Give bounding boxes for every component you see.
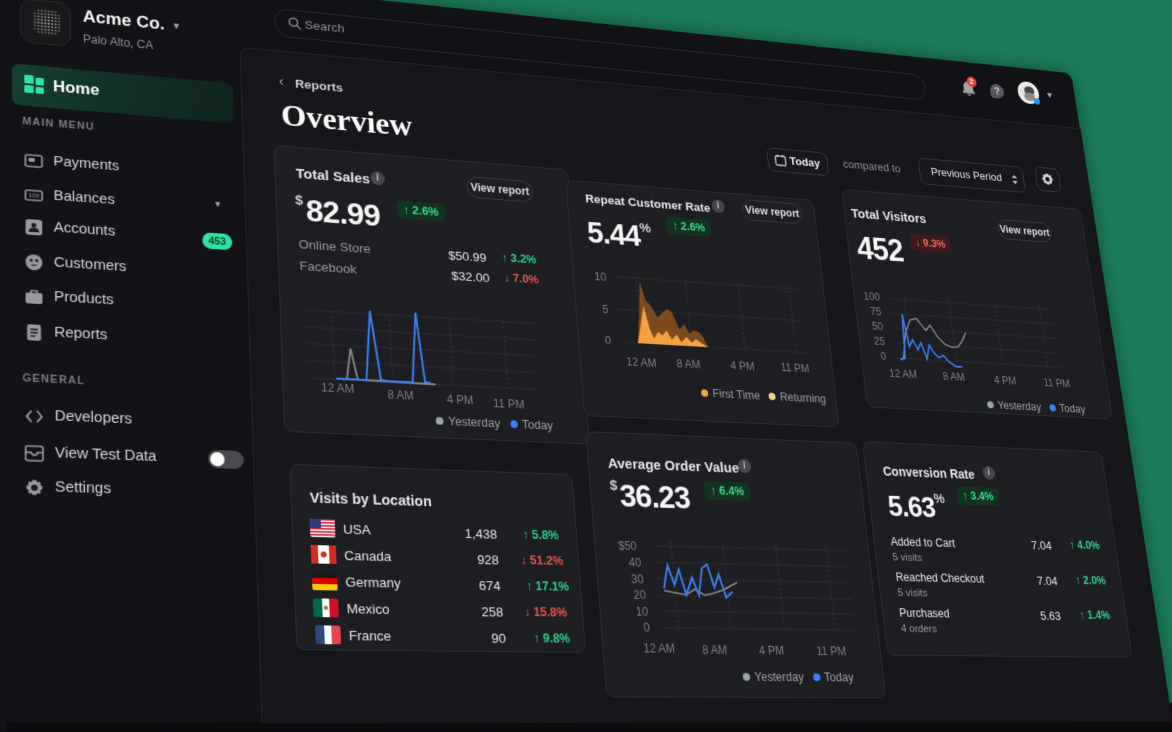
svg-text:100: 100 <box>29 193 39 200</box>
